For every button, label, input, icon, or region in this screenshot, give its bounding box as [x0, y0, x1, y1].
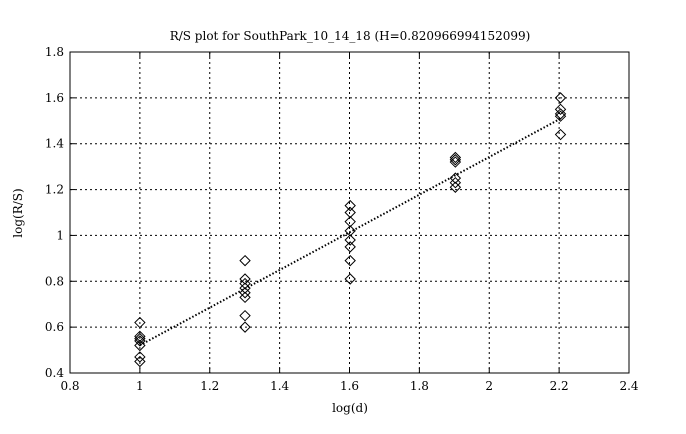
data-point	[554, 128, 567, 141]
data-point	[449, 172, 462, 184]
data-point	[449, 176, 462, 189]
x-tick-label: 2.4	[619, 379, 638, 393]
y-tick-label: 1.4	[45, 137, 64, 151]
y-tick-label: 0.8	[45, 274, 64, 288]
data-point	[134, 330, 146, 343]
data-point	[134, 351, 146, 363]
data-point	[239, 254, 251, 267]
data-point	[554, 103, 567, 116]
data-point	[344, 215, 356, 228]
data-point	[134, 332, 146, 345]
data-point	[449, 154, 462, 166]
y-tick-label: 1.2	[45, 183, 64, 197]
x-tick-label: 2	[485, 379, 493, 393]
data-point	[344, 199, 356, 212]
y-tick-label: 1	[56, 228, 64, 242]
data-point	[344, 225, 356, 237]
data-point	[239, 309, 251, 322]
data-point	[239, 291, 251, 304]
chart-title: R/S plot for SouthPark_10_14_18 (H=0.820…	[170, 29, 531, 43]
plot-frame	[69, 51, 630, 374]
data-point	[239, 273, 251, 285]
data-point	[449, 156, 462, 168]
data-point	[239, 282, 251, 294]
data-point	[134, 355, 146, 368]
data-point	[239, 277, 251, 290]
y-axis-label: log(R/S)	[11, 188, 25, 237]
y-tick-label: 1.8	[45, 45, 64, 59]
data-point	[554, 110, 567, 122]
x-tick-label: 1.6	[340, 379, 359, 393]
data-point	[554, 108, 567, 120]
y-tick-label: 1.6	[45, 91, 64, 105]
data-point	[344, 241, 356, 253]
x-tick-label: 1.4	[270, 379, 289, 393]
data-point	[449, 181, 462, 193]
data-point	[344, 206, 356, 219]
data-point	[134, 335, 146, 347]
data-point	[344, 273, 356, 285]
y-tick-label: 0.6	[45, 320, 64, 334]
data-point	[134, 339, 146, 352]
x-tick-label: 1.8	[410, 379, 429, 393]
data-point	[554, 92, 567, 104]
data-point	[344, 254, 356, 267]
data-point	[449, 151, 462, 164]
x-tick-label: 1.2	[200, 379, 219, 393]
data-point	[239, 287, 251, 299]
fit-line	[139, 117, 561, 347]
data-point	[239, 321, 251, 333]
y-tick-label: 0.4	[45, 366, 64, 380]
x-axis-label: log(d)	[332, 401, 368, 415]
x-tick-label: 2.2	[550, 379, 569, 393]
data-point	[134, 316, 146, 329]
x-tick-label: 0.8	[60, 379, 79, 393]
data-point	[344, 234, 356, 246]
x-tick-label: 1	[136, 379, 144, 393]
